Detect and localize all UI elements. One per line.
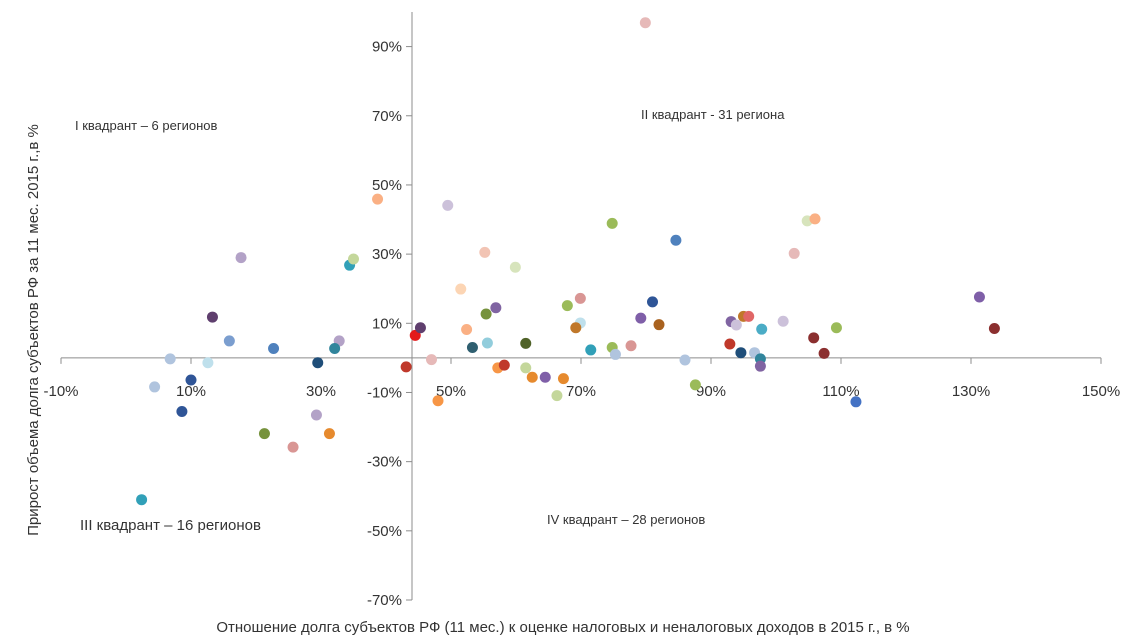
y-axis-title: Прирост объема долга субъектов РФ за 11 … [25,124,42,536]
x-axis-title: Отношение долга субъектов РФ (11 мес.) к… [216,619,909,636]
data-point [818,347,830,359]
data-point [670,234,682,246]
data-point [551,390,563,402]
data-point [202,357,214,369]
data-point [557,373,569,385]
data-point [348,253,359,265]
data-point [164,353,176,365]
data-point [432,395,444,407]
y-tick-label: 50% [372,177,402,194]
data-point [743,310,755,322]
quadrant-1-label: I квадрант – 6 регионов [75,118,217,133]
quadrant-4-label: IV квадрант – 28 регионов [547,512,705,527]
data-point [724,338,736,350]
y-tick-label: 10% [372,315,402,332]
x-tick-label: 70% [566,383,596,400]
data-point [756,323,768,335]
data-point [400,361,412,373]
x-axis-ticks: -10% 10% 30% 50% 70% 90% 110% 130% 150% [43,357,1120,400]
data-point [185,374,197,386]
data-point [635,312,647,324]
data-point [372,193,384,205]
data-point [509,261,521,273]
data-point [329,343,341,355]
data-point [479,246,491,258]
x-tick-label: 90% [696,383,726,400]
data-point [480,308,492,320]
data-point [520,362,532,374]
y-tick-label: 70% [372,108,402,125]
data-point [735,347,747,359]
data-point [809,213,821,225]
x-tick-label: 10% [176,383,206,400]
data-point [481,337,493,349]
data-point [988,322,1000,334]
data-point [574,292,586,304]
data-point [606,217,618,229]
data-points [136,17,1000,506]
y-tick-label: -70% [367,592,402,609]
data-point [498,359,510,371]
data-point [561,300,573,312]
data-point [442,199,454,211]
data-point [223,335,235,347]
quadrant-2-label: II квадрант - 31 региона [641,107,785,122]
x-tick-label: -10% [43,383,78,400]
data-point [258,428,270,440]
data-point [754,360,766,372]
data-point [466,342,478,354]
y-tick-label: -30% [367,454,402,471]
data-point [679,354,691,366]
data-point [609,348,621,360]
data-point [777,315,789,327]
data-point [426,354,437,366]
data-point [689,379,701,391]
data-point [973,291,985,303]
data-point [235,252,247,264]
data-point [312,357,324,369]
data-point [310,409,322,421]
data-point [730,319,742,331]
x-tick-label: 110% [822,383,859,400]
data-point [268,343,280,355]
data-point [788,247,800,259]
data-point [539,371,551,383]
y-tick-label: -10% [367,384,402,401]
quadrant-3-label: III квадрант – 16 регионов [80,517,261,534]
data-point [526,371,538,383]
data-point [461,324,473,336]
data-point [647,296,658,308]
data-point [808,332,820,344]
data-point [206,311,218,323]
y-tick-label: -50% [367,523,402,540]
data-point [287,441,299,453]
x-tick-label: 30% [306,383,336,400]
data-point [490,302,502,314]
plot-area: -10% 10% 30% 50% 70% 90% 110% 130% 150% 90% 70% 50… [43,12,1120,609]
data-point [323,428,335,440]
data-point [455,283,467,295]
x-tick-label: 150% [1082,383,1120,400]
data-point [585,344,597,356]
x-tick-label: 50% [436,383,466,400]
data-point [625,340,637,352]
data-point [570,322,582,334]
data-point [414,322,426,334]
y-axis-ticks: 90% 70% 50% 30% 10% -10% -30% -50% -70% [367,39,412,609]
data-point [830,322,842,334]
data-point [653,319,665,331]
data-point [176,405,188,417]
data-point [149,381,161,393]
y-tick-label: 30% [372,246,402,263]
data-point [136,494,148,506]
data-point [639,17,651,29]
x-tick-label: 130% [952,383,990,400]
y-tick-label: 90% [372,39,402,56]
data-point [850,396,862,408]
data-point [520,337,532,349]
